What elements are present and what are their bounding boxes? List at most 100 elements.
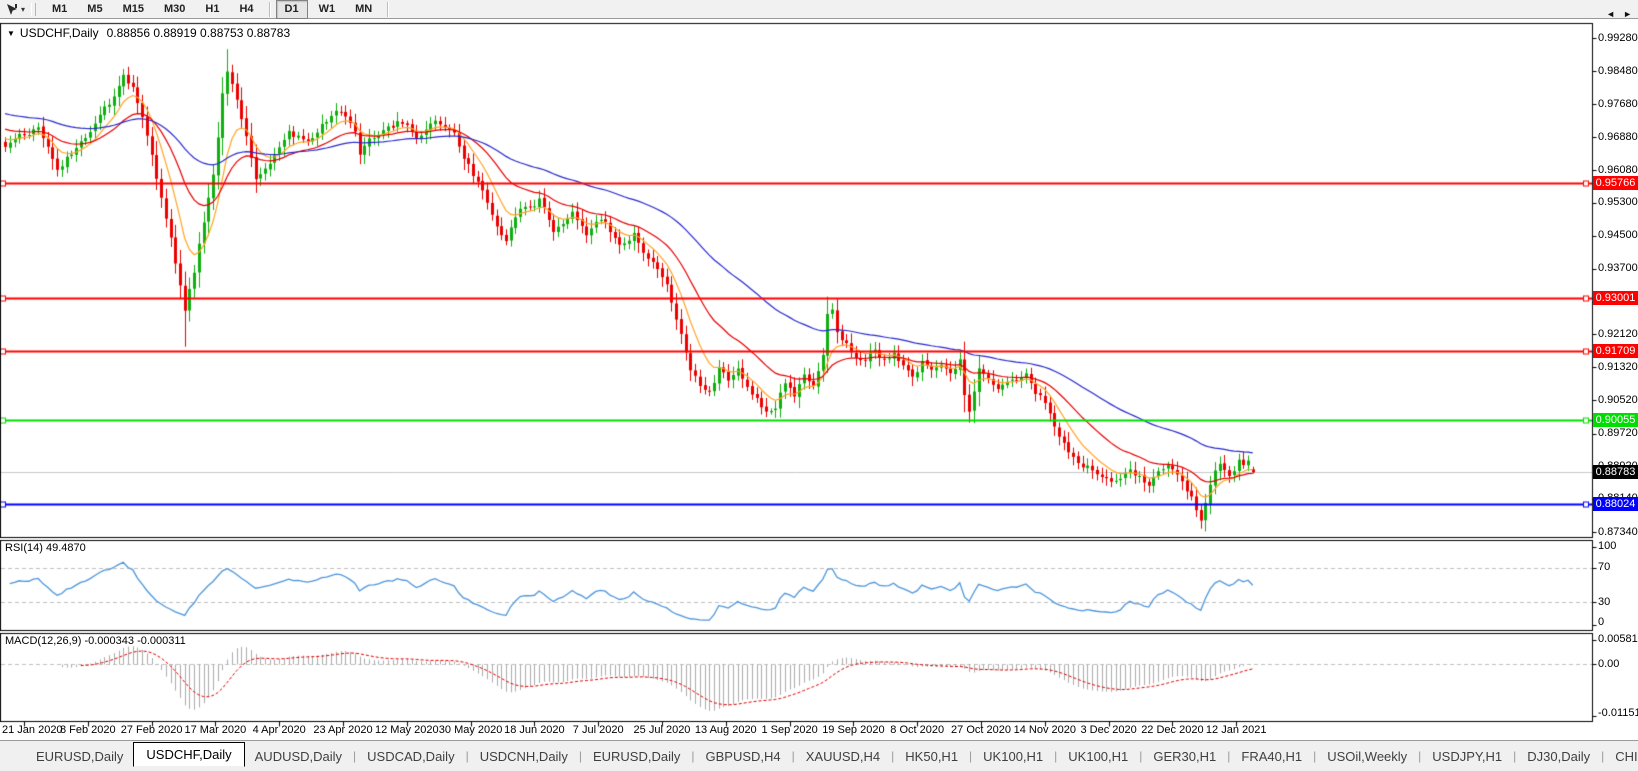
chart-tab-usdcad-daily[interactable]: USDCAD,Daily — [367, 748, 455, 764]
tab-separator: | — [1513, 749, 1517, 763]
macd-indicator-label: MACD(12,26,9) -0.000343 -0.000311 — [5, 635, 186, 647]
date-axis-label: 23 Apr 2020 — [313, 724, 373, 736]
toolbar-grip — [31, 2, 37, 16]
chart-tab-uk100-h1[interactable]: UK100,H1 — [983, 748, 1044, 764]
hline-price-label: 0.93001 — [1593, 291, 1638, 305]
date-axis-label: 13 Aug 2020 — [694, 724, 757, 736]
hline-price-label: 0.95766 — [1593, 176, 1638, 190]
date-axis-label: 4 Apr 2020 — [252, 724, 306, 736]
chart-tab-eurusd-daily[interactable]: EURUSD,Daily — [36, 748, 124, 764]
macd-axis-tick-label: -0.011514 — [1598, 707, 1638, 719]
date-axis-label: 27 Oct 2020 — [951, 724, 1011, 736]
tab-separator: | — [791, 749, 795, 763]
price-axis-tick-label: 0.90520 — [1598, 394, 1638, 406]
chart-tab-usoil-weekly[interactable]: USOil,Weekly — [1327, 748, 1408, 764]
date-axis-label: 25 Jul 2020 — [633, 724, 691, 736]
timeframe-button-H4[interactable]: H4 — [239, 2, 254, 15]
tab-separator: | — [969, 749, 973, 763]
price-axis-tick-label: 0.93700 — [1598, 262, 1638, 274]
chart-symbol-label: USDCHF,Daily — [19, 26, 99, 40]
date-axis-label: 8 Feb 2020 — [59, 724, 116, 736]
date-axis-label: 19 Sep 2020 — [822, 724, 885, 736]
date-axis-label: 7 Jul 2020 — [572, 724, 624, 736]
price-axis-tick-label: 0.91320 — [1598, 361, 1638, 373]
timeframe-button-W1[interactable]: W1 — [318, 2, 336, 15]
macd-axis-tick-label: 0.00 — [1598, 658, 1620, 670]
rsi-axis-tick-label: 100 — [1598, 540, 1617, 552]
chart-tab-audusd-daily[interactable]: AUDUSD,Daily — [254, 748, 343, 764]
timeframe-button-MN[interactable]: MN — [355, 2, 373, 15]
chart-tab-china300-h1[interactable]: CHINA300,H1 — [1615, 748, 1638, 764]
chart-ohlc-values: 0.88856 0.88919 0.88753 0.88783 — [106, 26, 291, 40]
tab-separator: | — [1054, 749, 1058, 763]
date-axis-label: 21 Jan 2020 — [2, 724, 63, 736]
chart-tab-hk50-h1[interactable]: HK50,H1 — [905, 748, 959, 764]
timeframe-button-M15[interactable]: M15 — [122, 2, 144, 15]
hline-price-label: 0.91709 — [1593, 344, 1638, 358]
hline-price-label: 0.90055 — [1593, 413, 1638, 427]
tab-scroll-left-button[interactable]: ◄ — [1606, 9, 1616, 19]
price-axis-tick-label: 0.97680 — [1598, 98, 1638, 110]
rsi-axis-tick-label: 0 — [1598, 616, 1605, 628]
tab-separator: | — [1418, 749, 1422, 763]
chart-pointer-icon[interactable] — [4, 2, 20, 17]
tab-scroll-right-button[interactable]: ► — [1623, 9, 1632, 19]
price-axis-tick-label: 0.99280 — [1598, 32, 1638, 44]
chart-tab-fra40-h1[interactable]: FRA40,H1 — [1241, 748, 1303, 764]
chart-tab-usdjpy-h1[interactable]: USDJPY,H1 — [1432, 748, 1503, 764]
date-axis-label: 1 Sep 2020 — [761, 724, 818, 736]
tab-separator: | — [691, 749, 695, 763]
price-axis-tick-label: 0.95300 — [1598, 196, 1638, 208]
toolbar-separator — [268, 1, 270, 17]
chart-tab-eurusd-daily[interactable]: EURUSD,Daily — [592, 748, 681, 764]
price-axis-tick-label: 0.96880 — [1598, 131, 1638, 143]
chart-tab-dj30-daily[interactable]: DJ30,Daily — [1527, 748, 1591, 764]
tab-separator: | — [1313, 749, 1317, 763]
collapse-triangle-icon[interactable]: ▼ — [7, 29, 15, 38]
price-axis-tick-label: 0.92120 — [1598, 328, 1638, 340]
dropdown-caret-icon[interactable]: ▾ — [21, 4, 26, 14]
chart-title: ▼ USDCHF,Daily 0.88856 0.88919 0.88753 0.8… — [7, 26, 290, 40]
rsi-axis-tick-label: 30 — [1598, 596, 1611, 608]
price-axis-tick-label: 0.98480 — [1598, 65, 1638, 77]
tab-separator: | — [1139, 749, 1143, 763]
timeframe-button-H1[interactable]: H1 — [205, 2, 220, 15]
macd-axis-tick-label: 0.005818 — [1598, 633, 1638, 645]
date-axis-label: 30 May 2020 — [438, 724, 503, 736]
chart-tab-usdcnh-daily[interactable]: USDCNH,Daily — [479, 748, 568, 764]
timeframe-button-M5[interactable]: M5 — [87, 2, 103, 15]
current-price-label: 0.88783 — [1593, 465, 1638, 479]
timeframe-buttons: M1 M5 M15 M30 H1 H4 D1 W1 MN — [42, 0, 393, 19]
chart-tab-gbpusd-h4[interactable]: GBPUSD,H4 — [705, 748, 781, 764]
tab-separator: | — [578, 749, 582, 763]
rsi-indicator-label: RSI(14) 49.4870 — [5, 542, 86, 554]
date-axis-label: 14 Nov 2020 — [1013, 724, 1076, 736]
date-axis-label: 12 Jan 2021 — [1205, 724, 1267, 736]
chart-tab-ger30-h1[interactable]: GER30,H1 — [1153, 748, 1217, 764]
tab-scroll-buttons: ◄ ► — [1606, 9, 1632, 19]
timeframe-button-D1[interactable]: D1 — [275, 0, 308, 19]
date-axis-label: 8 Oct 2020 — [890, 724, 945, 736]
chart-tab-xauusd-h4[interactable]: XAUUSD,H4 — [805, 748, 881, 764]
timeframe-button-M30[interactable]: M30 — [163, 2, 186, 15]
price-axis-tick-label: 0.94500 — [1598, 229, 1638, 241]
price-axis-tick-label: 0.96080 — [1598, 164, 1638, 176]
date-axis-label: 18 Jun 2020 — [504, 724, 565, 736]
date-axis-label: 22 Dec 2020 — [1141, 724, 1204, 736]
date-axis-label: 17 Mar 2020 — [184, 724, 247, 736]
chart-tab-uk100-h1[interactable]: UK100,H1 — [1068, 748, 1129, 764]
date-axis-label: 3 Dec 2020 — [1080, 724, 1137, 736]
date-axis-label: 12 May 2020 — [374, 724, 439, 736]
tab-separator: | — [1601, 749, 1605, 763]
toolbar-separator — [387, 1, 389, 17]
chart-tab-bar: EURUSD,Daily USDCHF,Daily AUDUSD,Daily | USD… — [0, 740, 1638, 771]
rsi-axis-tick-label: 70 — [1598, 561, 1611, 573]
tab-separator: | — [353, 749, 357, 763]
timeframe-button-M1[interactable]: M1 — [52, 2, 68, 15]
tab-separator: | — [891, 749, 895, 763]
chart-tab-usdchf-daily[interactable]: USDCHF,Daily — [133, 742, 245, 767]
hline-price-label: 0.88024 — [1593, 497, 1638, 511]
price-axis-tick-label: 0.87340 — [1598, 526, 1638, 538]
